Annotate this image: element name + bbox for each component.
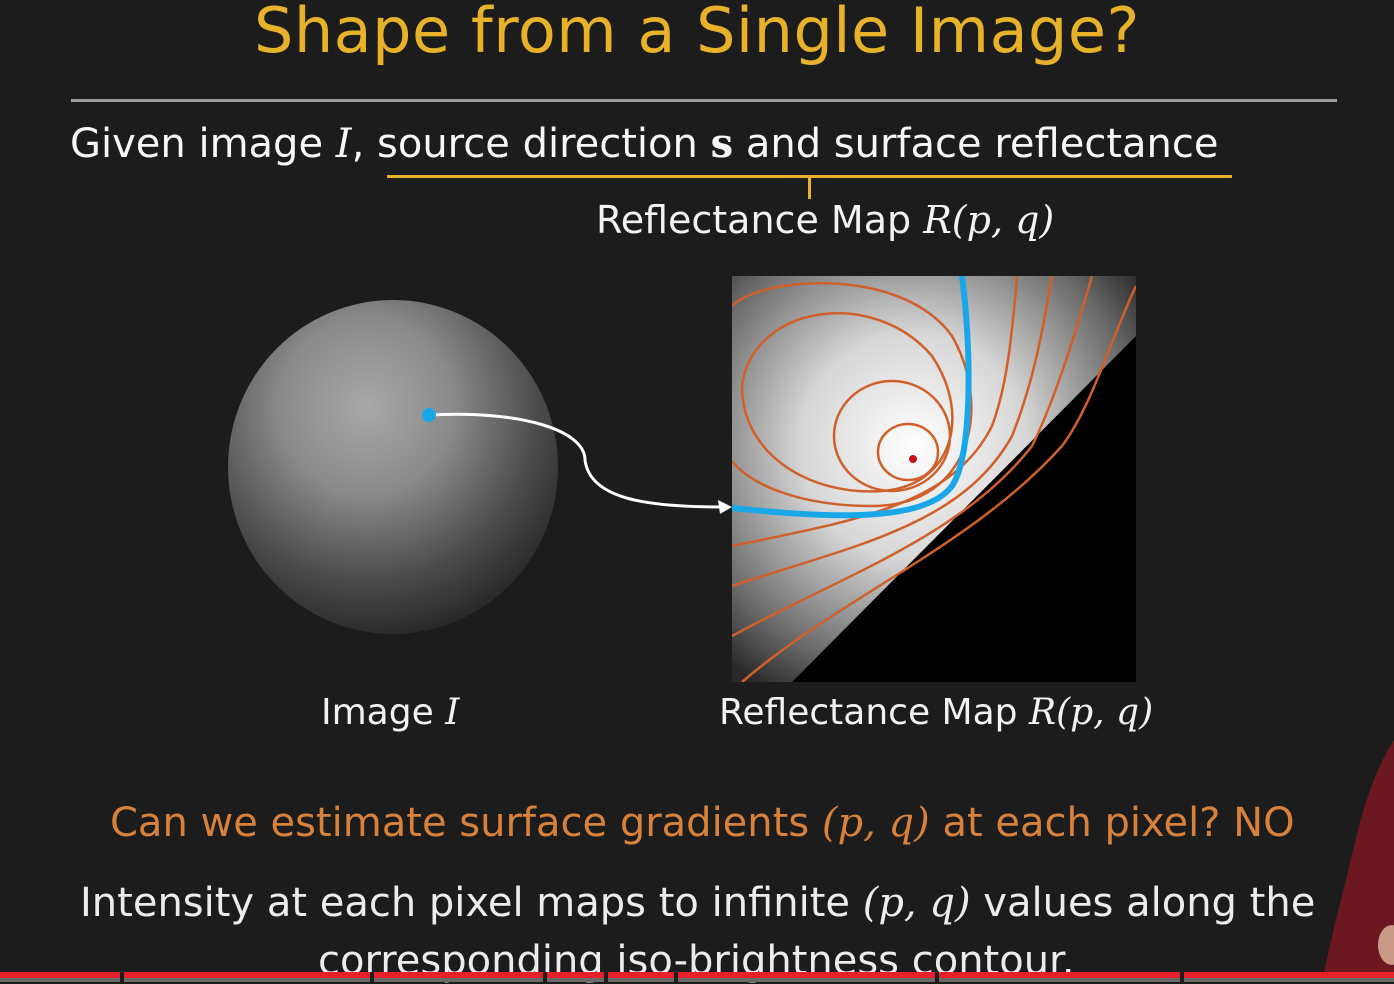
given-text-c: and surface reflectance	[733, 121, 1219, 167]
iso-contour	[732, 281, 973, 508]
question-text: Can we estimate surface gradients (p, q)…	[110, 800, 1295, 846]
image-caption-var: I	[445, 692, 460, 733]
chapter-marker	[370, 972, 374, 982]
explanation-expr: (p, q)	[862, 880, 971, 926]
reflectance-heading-label: Reflectance Map	[596, 198, 924, 242]
image-caption-label: Image	[321, 692, 446, 733]
given-text-a: Given image	[70, 121, 336, 167]
question-text-a: Can we estimate surface gradients	[110, 800, 822, 846]
chapter-marker	[935, 972, 939, 982]
highlighted-iso-contour	[732, 276, 972, 519]
video-progress-fill	[0, 972, 1394, 978]
question-text-b: at each pixel? NO	[929, 800, 1295, 846]
explanation-text-a: Intensity at each pixel maps to infinite	[80, 880, 863, 926]
map-caption-expr: R(p, q)	[1028, 692, 1154, 733]
given-text-b: source direction	[377, 121, 711, 167]
chapter-marker	[604, 972, 608, 982]
iso-contour	[740, 312, 954, 493]
map-caption-label: Reflectance Map	[719, 692, 1029, 733]
iso-contour	[876, 422, 940, 482]
underbrace-tick	[808, 175, 811, 199]
brightest-point-marker	[909, 455, 917, 463]
chapter-marker	[543, 972, 547, 982]
video-progress-bar[interactable]	[0, 972, 1394, 982]
chapter-marker	[674, 972, 678, 982]
chapter-marker	[1180, 972, 1184, 982]
reflectance-heading-expr: R(p, q)	[923, 198, 1055, 242]
reflectance-map-heading: Reflectance Map R(p, q)	[596, 198, 1054, 242]
given-var-source: s	[710, 120, 734, 167]
slide-title: Shape from a Single Image?	[254, 0, 1140, 67]
iso-contour	[732, 276, 1019, 548]
iso-contour	[732, 276, 1054, 588]
explanation-line-1: Intensity at each pixel maps to infinite…	[80, 880, 1315, 926]
question-expr: (p, q)	[821, 800, 930, 846]
given-comma: ,	[351, 121, 378, 167]
iso-contours	[732, 276, 1136, 682]
image-caption: Image I	[321, 692, 459, 733]
reflectance-map-caption: Reflectance Map R(p, q)	[719, 692, 1153, 733]
chapter-marker	[120, 972, 124, 982]
iso-contour	[732, 276, 1094, 638]
sphere-image	[227, 299, 559, 635]
title-divider	[71, 99, 1337, 102]
reflectance-map-image	[732, 276, 1136, 682]
presenter-video-overlay	[1318, 740, 1394, 980]
explanation-text-b: values along the	[970, 880, 1316, 926]
iso-contour	[741, 285, 1136, 682]
given-var-image: I	[335, 121, 352, 167]
given-statement: Given image I, source direction s and su…	[70, 120, 1218, 167]
